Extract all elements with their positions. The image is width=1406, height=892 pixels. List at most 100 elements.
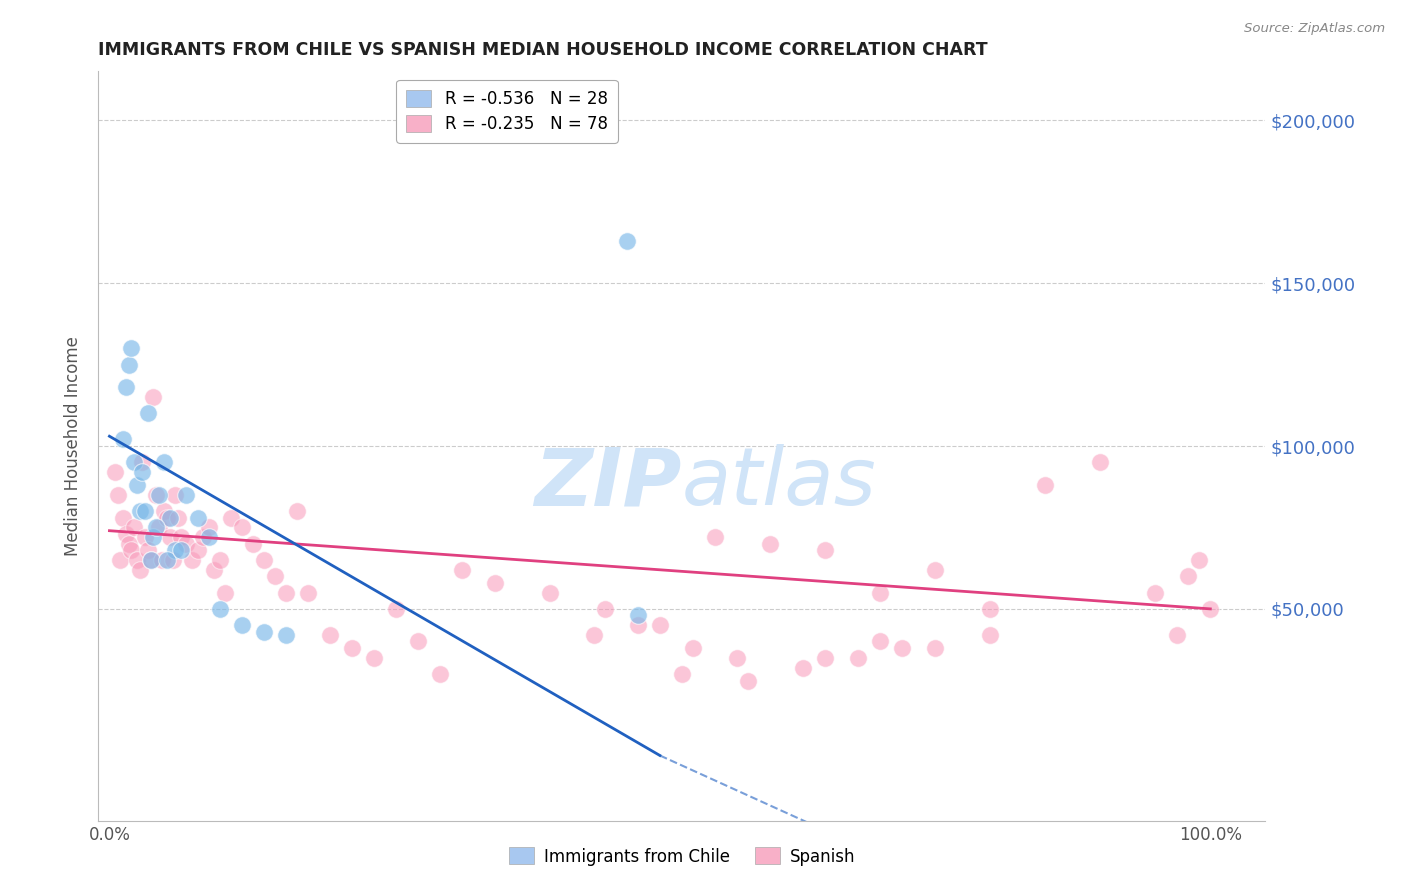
Text: Source: ZipAtlas.com: Source: ZipAtlas.com (1244, 22, 1385, 36)
Point (384, 602, 406, 616)
Point (274, 628, 297, 642)
Point (1199, 602, 1222, 616)
Point (1166, 628, 1188, 642)
Point (737, 673, 759, 688)
Point (131, 455, 153, 469)
Point (122, 455, 145, 469)
Point (156, 510, 179, 524)
Point (429, 667, 451, 681)
Point (263, 569, 285, 583)
Point (111, 510, 134, 524)
Point (125, 553, 148, 567)
Point (136, 543, 159, 558)
Point (725, 650, 748, 665)
Point (142, 530, 165, 544)
Point (176, 488, 198, 502)
Point (814, 650, 837, 665)
Point (150, 553, 173, 567)
Point (648, 618, 671, 632)
Point (110, 553, 132, 567)
Point (159, 530, 181, 544)
Point (148, 488, 170, 502)
Point (538, 585, 561, 599)
Point (891, 640, 914, 655)
Point (671, 667, 693, 681)
Point (118, 537, 141, 551)
Point (153, 504, 176, 518)
Point (214, 585, 236, 599)
Point (363, 650, 385, 665)
Point (759, 537, 782, 551)
Point (450, 563, 472, 577)
Point (165, 488, 187, 502)
Point (145, 520, 167, 534)
Point (131, 465, 153, 479)
Point (111, 433, 134, 447)
Point (979, 602, 1001, 616)
Point (627, 618, 650, 632)
Point (134, 530, 156, 544)
Text: ZIP: ZIP (534, 444, 682, 523)
Point (846, 650, 869, 665)
Point (252, 553, 274, 567)
Point (186, 543, 208, 558)
Point (141, 553, 163, 567)
Point (181, 553, 204, 567)
Point (170, 530, 193, 544)
Point (219, 510, 242, 524)
Point (162, 553, 184, 567)
Point (484, 575, 506, 590)
Point (159, 510, 181, 524)
Point (627, 608, 650, 623)
Point (191, 530, 214, 544)
Point (616, 234, 638, 248)
Point (141, 553, 163, 567)
Text: atlas: atlas (682, 444, 877, 523)
Point (186, 510, 208, 524)
Point (125, 478, 148, 492)
Text: IMMIGRANTS FROM CHILE VS SPANISH MEDIAN HOUSEHOLD INCOME CORRELATION CHART: IMMIGRANTS FROM CHILE VS SPANISH MEDIAN … (98, 41, 988, 59)
Point (340, 640, 363, 655)
Point (1090, 455, 1112, 469)
Point (107, 488, 129, 502)
Point (208, 553, 231, 567)
Point (134, 504, 156, 518)
Point (156, 553, 179, 567)
Point (120, 341, 142, 355)
Point (1177, 569, 1199, 583)
Point (129, 563, 152, 577)
Point (148, 520, 170, 534)
Point (703, 530, 725, 544)
Point (869, 634, 891, 648)
Point (122, 520, 145, 534)
Point (924, 563, 946, 577)
Point (869, 585, 891, 599)
Point (792, 660, 814, 674)
Point (252, 624, 274, 639)
Point (166, 510, 188, 524)
Point (318, 628, 340, 642)
Point (115, 527, 138, 541)
Point (136, 406, 159, 420)
Point (170, 543, 193, 558)
Point (129, 504, 152, 518)
Point (104, 465, 127, 479)
Point (197, 530, 219, 544)
Point (979, 628, 1001, 642)
Point (593, 602, 616, 616)
Point (814, 543, 837, 558)
Point (274, 585, 297, 599)
Point (242, 537, 264, 551)
Point (297, 585, 319, 599)
Point (231, 618, 253, 632)
Point (202, 563, 225, 577)
Point (208, 602, 231, 616)
Point (1144, 585, 1167, 599)
Point (153, 455, 176, 469)
Point (285, 504, 308, 518)
Point (197, 520, 219, 534)
Point (176, 537, 198, 551)
Point (582, 628, 605, 642)
Y-axis label: Median Household Income: Median Household Income (65, 336, 83, 556)
Point (145, 488, 167, 502)
